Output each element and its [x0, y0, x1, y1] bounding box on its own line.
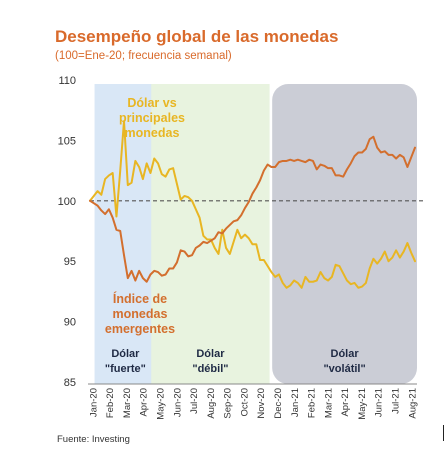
x-tick-label-0: Jan-20: [88, 388, 99, 417]
chart-title: Desempeño global de las monedas: [55, 27, 339, 46]
edge-mark: [443, 425, 444, 441]
y-tick-label-5: 110: [58, 75, 76, 87]
x-tick-label-7: Aug-20: [206, 388, 217, 419]
period-label-2-line1: Dólar: [331, 348, 360, 360]
period-band-2: [272, 84, 417, 384]
period-label-0-line1: Dólar: [111, 348, 140, 360]
annotation-0-line-1: principales: [119, 111, 185, 125]
x-tick-label-6: Jul-20: [189, 388, 200, 414]
x-tick-label-13: Feb-21: [307, 388, 318, 418]
y-tick-label-3: 100: [58, 196, 76, 208]
x-tick-label-9: Oct-20: [239, 388, 250, 417]
x-tick-label-4: May-20: [155, 388, 166, 420]
period-label-0-line2: "fuerte": [105, 363, 146, 375]
y-tick-label-2: 95: [64, 256, 76, 268]
period-shading-layer: Dólar "fuerte" Dólar "débil" Dólar "volátil": [94, 84, 417, 384]
annotation-1-line-1: monedas: [113, 307, 168, 321]
x-tick-label-18: Jul-21: [391, 388, 402, 414]
x-tick-label-19: Aug-21: [407, 388, 418, 419]
x-tick-label-11: Dec-20: [273, 388, 284, 419]
y-tick-label-4: 105: [58, 135, 76, 147]
source-note: Fuente: Investing: [57, 434, 130, 445]
y-tick-label-0: 85: [64, 377, 76, 389]
period-label-1-line1: Dólar: [196, 348, 225, 360]
chart-subtitle: (100=Ene-20; frecuencia semanal): [55, 50, 232, 62]
x-tick-label-5: Jun-20: [172, 388, 183, 417]
x-tick-label-10: Nov-20: [256, 388, 267, 419]
annotation-0-line-2: monedas: [125, 126, 180, 140]
annotation-0-line-0: Dólar vs: [127, 96, 176, 110]
series-layer: [89, 120, 416, 289]
x-tick-label-2: Mar-20: [122, 388, 133, 418]
x-tick-label-8: Sep-20: [223, 388, 234, 419]
y-tick-label-1: 90: [64, 317, 76, 329]
axis-layer: 85 90 95 100 105 110 Jan-20 Feb-20 Mar-20 Apr-20 M…: [58, 75, 423, 420]
period-band-1: [151, 84, 270, 384]
x-tick-label-3: Apr-20: [139, 388, 150, 417]
x-tick-label-15: Apr-21: [340, 388, 351, 417]
x-tick-label-16: May-21: [357, 388, 368, 420]
period-label-2-line2: "volátil": [323, 363, 365, 375]
annotation-1-line-2: emergentes: [105, 322, 175, 336]
series-line-0: [89, 120, 416, 289]
period-label-1-line2: "débil": [192, 363, 228, 375]
x-tick-label-14: Mar-21: [323, 388, 334, 418]
annotation-1-line-0: Índice de: [113, 291, 167, 306]
series-line-1: [89, 135, 416, 283]
x-tick-label-1: Feb-20: [105, 388, 116, 418]
x-tick-label-17: Jun-21: [374, 388, 385, 417]
x-tick-label-12: Jan-21: [290, 388, 301, 417]
